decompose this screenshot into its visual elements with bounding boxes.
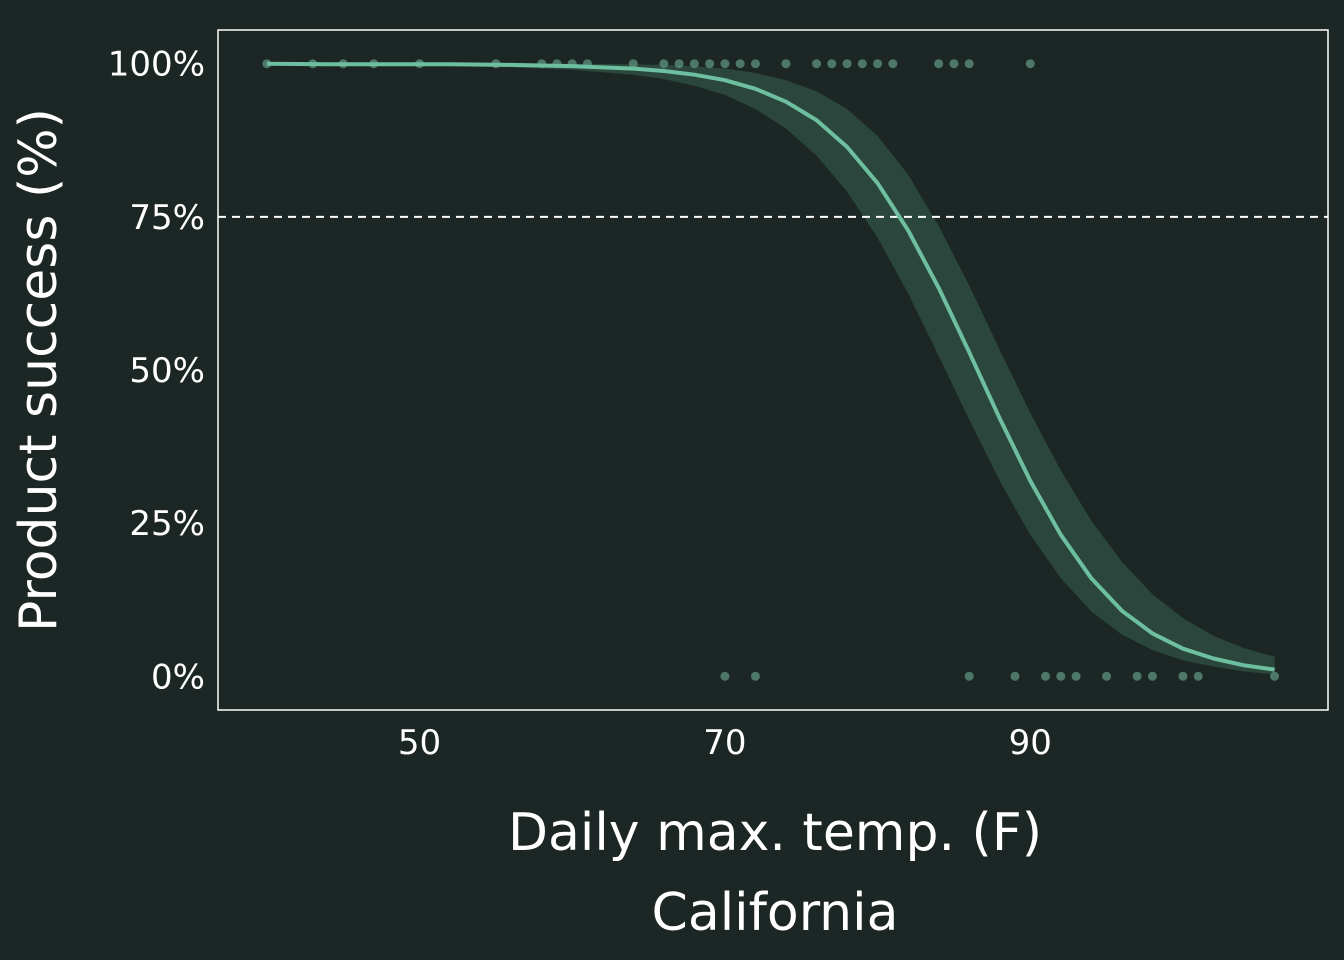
fit-curve bbox=[266, 61, 1275, 672]
observation-point-success bbox=[262, 59, 272, 69]
x-axis-subtitle: California bbox=[652, 883, 899, 943]
x-axis-title: Daily max. temp. (F) bbox=[508, 803, 1042, 863]
observation-point-failure bbox=[750, 671, 760, 681]
confidence-band bbox=[266, 63, 1275, 675]
y-tick-label: 100% bbox=[108, 45, 205, 85]
x-tick-label: 50 bbox=[398, 723, 441, 763]
observation-point-success bbox=[705, 59, 715, 69]
observation-point-failure bbox=[1132, 671, 1142, 681]
observation-point-success bbox=[674, 59, 684, 69]
observation-point-success bbox=[735, 59, 745, 69]
observation-point-success bbox=[1025, 59, 1035, 69]
observation-point-failure bbox=[1102, 671, 1112, 681]
fit-curve-layer bbox=[266, 61, 1275, 672]
observation-point-success bbox=[781, 59, 791, 69]
observation-point-success bbox=[628, 59, 638, 69]
observation-point-success bbox=[888, 59, 898, 69]
observation-point-success bbox=[750, 59, 760, 69]
observation-point-failure bbox=[1193, 671, 1203, 681]
plot-frame bbox=[217, 29, 1329, 711]
observation-point-failure bbox=[1041, 671, 1051, 681]
observation-point-success bbox=[934, 59, 944, 69]
observation-point-success bbox=[842, 59, 852, 69]
y-tick-label: 0% bbox=[151, 657, 205, 697]
y-tick-labels: 0% 25% 50% 75% 100% bbox=[108, 45, 205, 698]
observation-point-failure bbox=[1056, 671, 1066, 681]
y-axis-title: Product success (%) bbox=[9, 108, 69, 632]
observation-point-success bbox=[827, 59, 837, 69]
observation-point-success bbox=[689, 59, 699, 69]
observation-point-success bbox=[964, 59, 974, 69]
observation-point-success bbox=[720, 59, 730, 69]
observation-point-success bbox=[857, 59, 867, 69]
observation-point-failure bbox=[720, 671, 730, 681]
observation-point-failure bbox=[1071, 671, 1081, 681]
observation-point-failure bbox=[964, 671, 974, 681]
observation-point-failure bbox=[1147, 671, 1157, 681]
observation-point-success bbox=[949, 59, 959, 69]
observation-point-success bbox=[659, 59, 669, 69]
observation-point-success bbox=[873, 59, 883, 69]
y-tick-label: 75% bbox=[129, 198, 205, 238]
observation-point-failure bbox=[1270, 671, 1280, 681]
confidence-band-layer bbox=[266, 63, 1275, 675]
y-tick-label: 50% bbox=[129, 351, 205, 391]
x-tick-label: 70 bbox=[703, 723, 746, 763]
x-tick-labels: 50 70 90 bbox=[398, 723, 1052, 763]
observation-point-success bbox=[812, 59, 822, 69]
observation-point-failure bbox=[1010, 671, 1020, 681]
y-tick-label: 25% bbox=[129, 504, 205, 544]
observation-point-failure bbox=[1178, 671, 1188, 681]
x-tick-label: 90 bbox=[1009, 723, 1052, 763]
